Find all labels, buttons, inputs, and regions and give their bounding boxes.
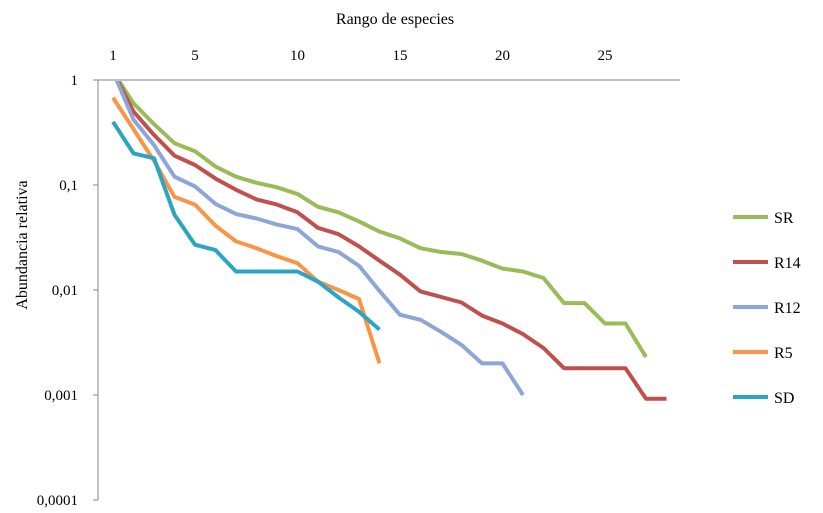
x-tick-label: 25 [598,48,613,64]
series-line-r14 [115,81,667,401]
series-line-sd [111,120,381,332]
x-axis-title: Rango de especies [336,11,454,28]
series-line-r5 [111,96,382,365]
x-tick-label: 5 [191,48,199,64]
y-tick-label: 0,01 [52,283,78,299]
series-line-r12 [114,81,525,397]
y-tick-label: 0,001 [44,388,78,404]
legend-label-r12: R12 [774,300,801,317]
chart-axes [97,79,680,500]
series-layer [111,81,667,401]
x-axis-ticks: 1 5 10 15 20 25 [109,48,612,64]
x-tick-label: 15 [393,48,408,64]
y-tick-label: 1 [71,73,79,89]
y-axis-ticks: 1 0,1 0,01 0,001 0,0001 [37,73,98,509]
y-tick-label: 0,1 [59,178,78,194]
legend: SR R14 R12 R5 SD [733,210,801,407]
y-tick-label: 0,0001 [37,493,78,509]
legend-label-sr: SR [774,210,794,227]
x-tick-label: 20 [495,48,510,64]
legend-label-sd: SD [774,390,794,407]
legend-label-r5: R5 [774,345,793,362]
x-tick-label: 10 [290,48,305,64]
legend-label-r14: R14 [774,255,801,272]
y-axis-title: Abundancia relativa [14,180,31,309]
x-tick-label: 1 [109,48,117,64]
series-line-sr [116,81,648,359]
